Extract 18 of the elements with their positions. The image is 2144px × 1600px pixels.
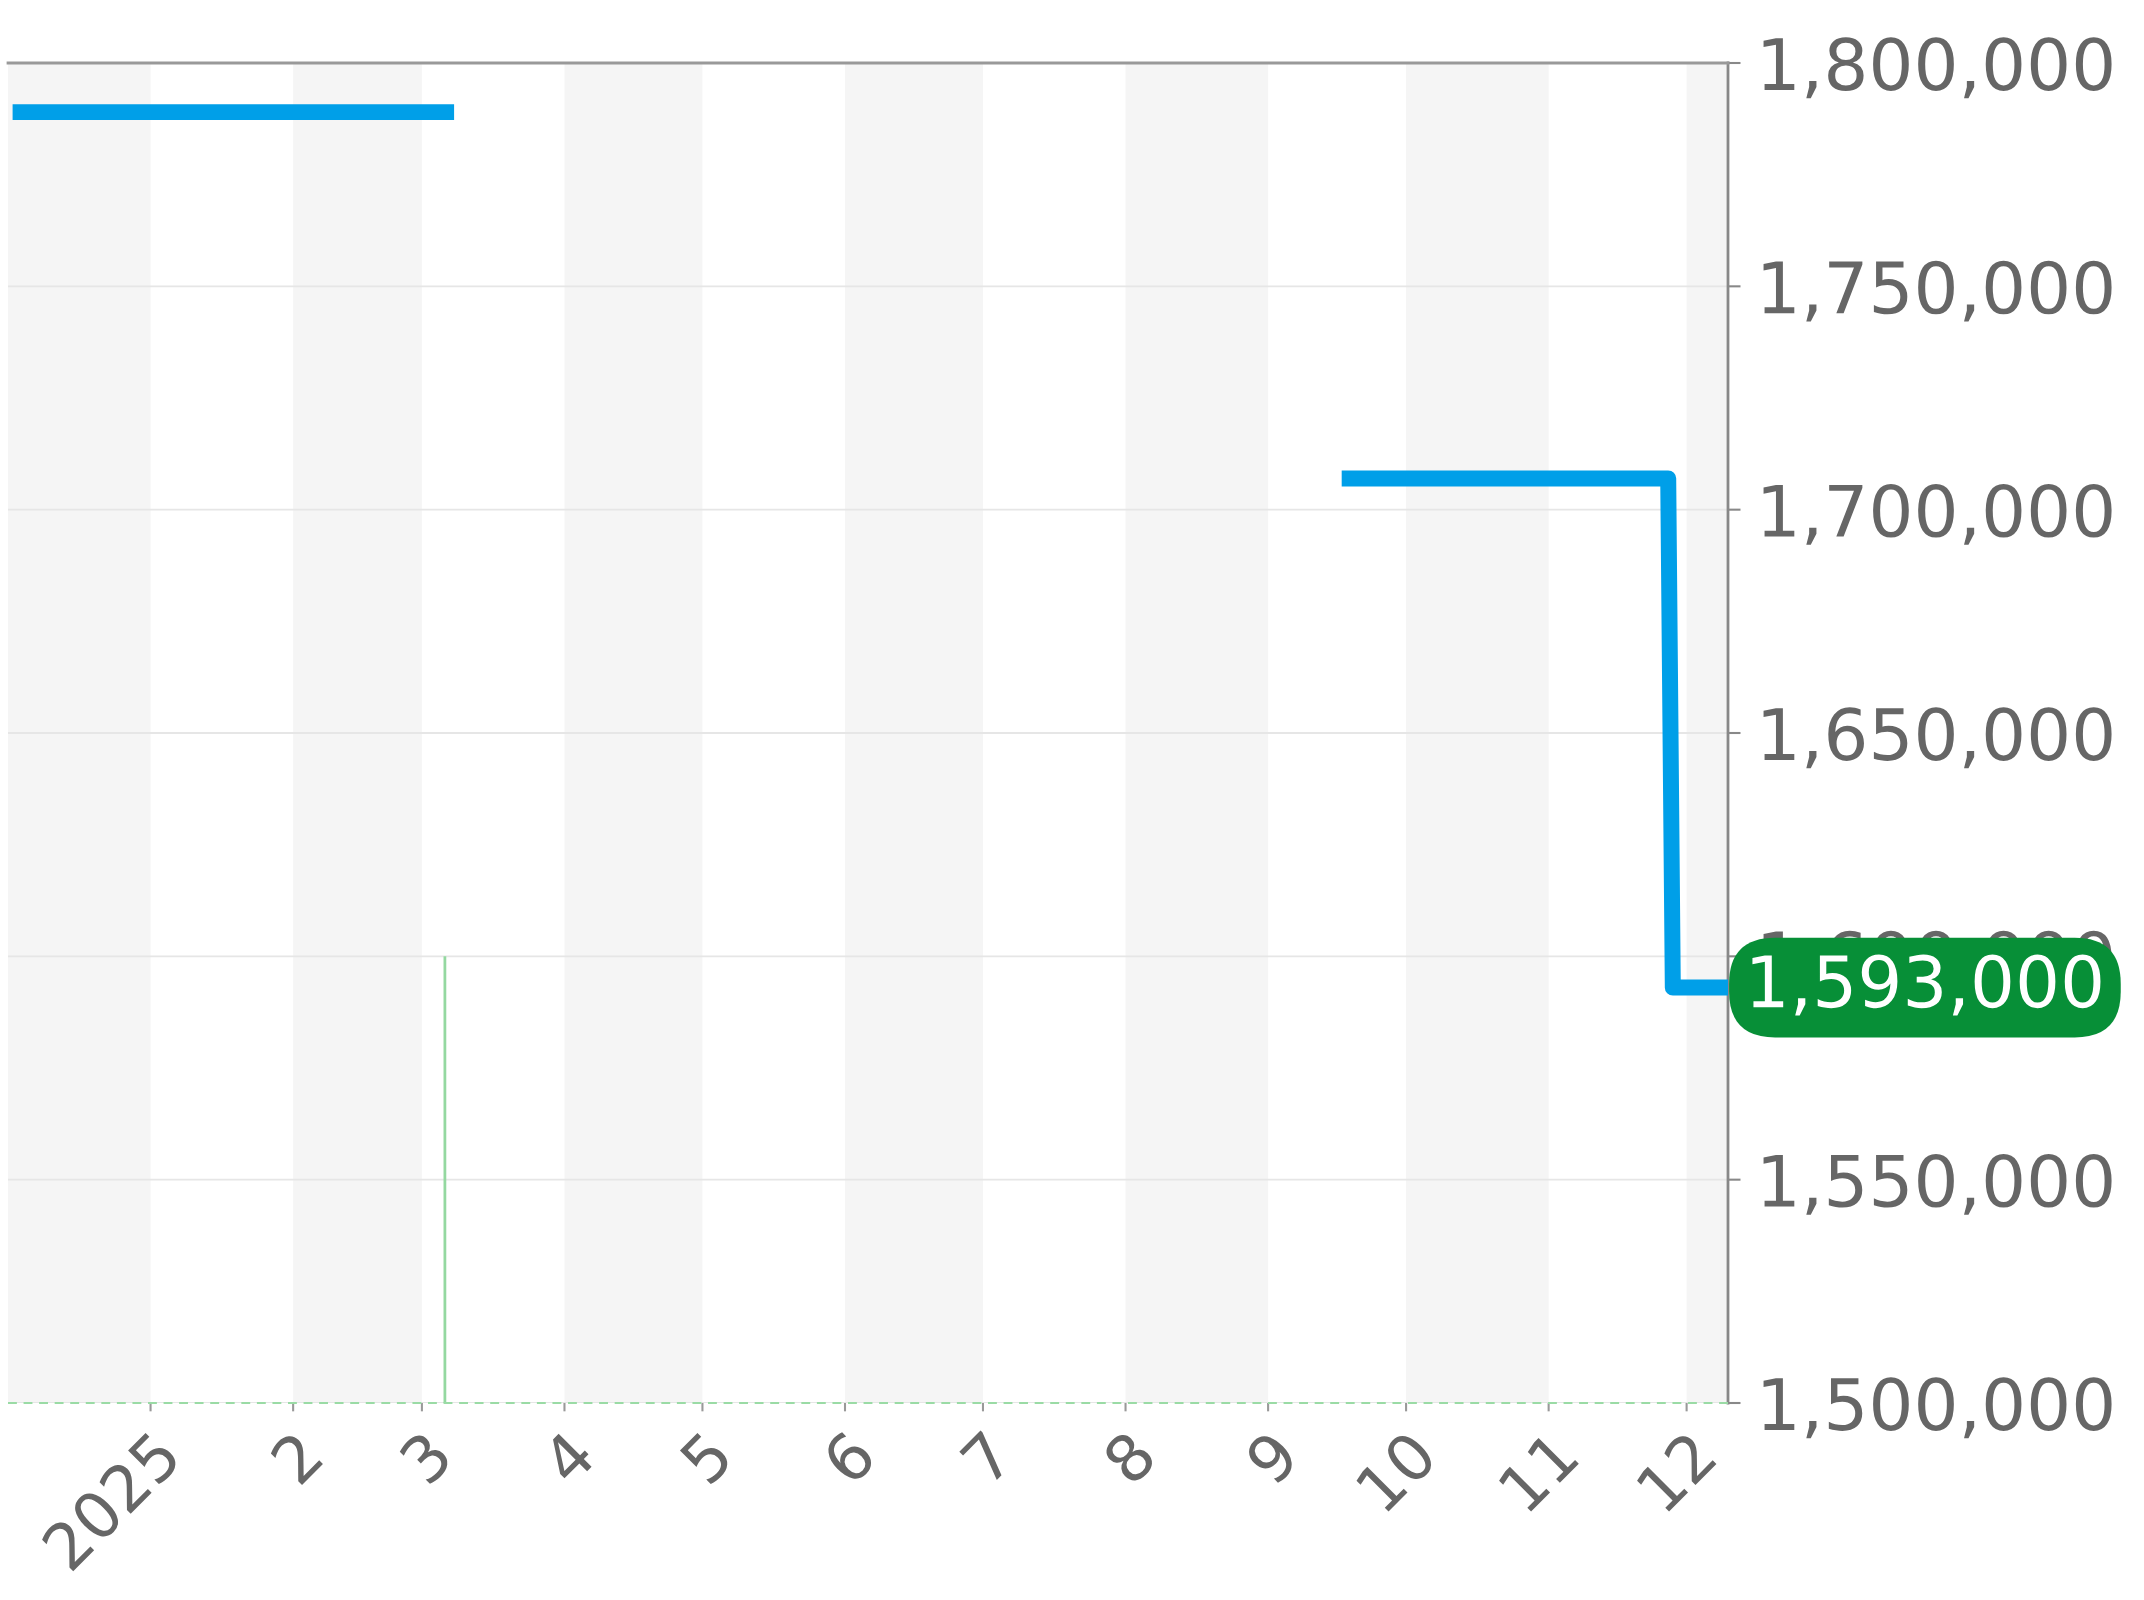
y-tick-label: 1,750,000 [1763,260,2112,322]
x-tick-label: 11 [1497,1430,1579,1513]
x-tick-label: 4 [539,1429,597,1487]
y-tick-label: 1,550,000 [1763,1154,2112,1215]
y-tick-label: 1,700,000 [1763,484,2112,545]
x-tick-label: 3 [397,1429,454,1486]
x-tick-label: 10 [1354,1429,1439,1513]
x-tick-label: 5 [678,1430,734,1486]
x-tick-label: 12 [1634,1430,1717,1513]
y-tick-label: 1,500,000 [1763,1377,2112,1439]
y-tick-label: 1,650,000 [1763,707,2112,769]
annotation: 1,593,000 [1752,954,2101,1016]
x-tick-label: 7 [959,1430,1014,1485]
x-tick-label: 2 [268,1430,323,1485]
x-tick-label: 9 [1243,1429,1300,1487]
x-tick-label: 8 [1100,1429,1158,1486]
x-tick-label: 6 [820,1428,878,1486]
y-tick-label: 1,800,000 [1763,37,2112,99]
